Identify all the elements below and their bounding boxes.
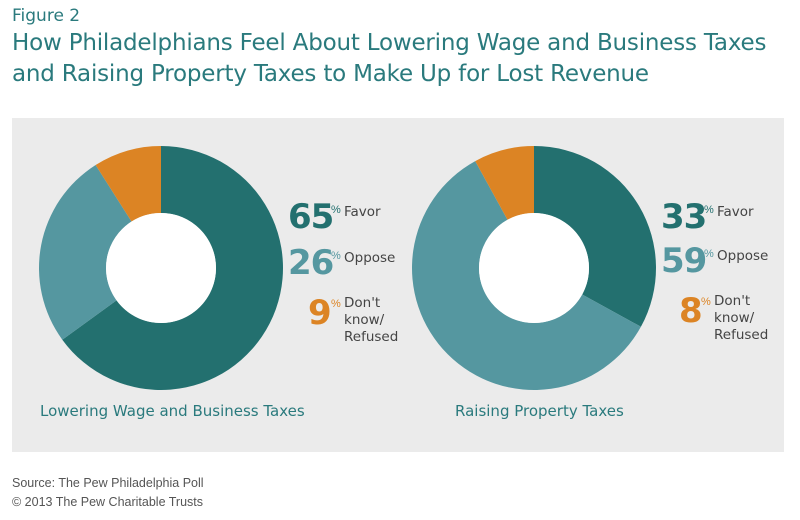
donut-charts (38, 146, 656, 390)
chart-2-dontknow-label-line2: know/ (714, 310, 755, 326)
chart-2-caption: Raising Property Taxes (455, 402, 624, 420)
chart-1-dontknow-value: 9 (308, 293, 332, 333)
chart-title: How Philadelphians Feel About Lowering W… (12, 30, 767, 87)
figure-label: Figure 2 (12, 6, 81, 26)
chart-2-oppose-label: Oppose (717, 248, 769, 264)
chart-1-favor-value: 65 (288, 197, 334, 237)
chart-1-donut-hole (106, 213, 216, 323)
chart-2-slice-oppose (411, 161, 641, 390)
chart-2-dontknow-label-line1: Don't (714, 293, 751, 309)
chart-2-favor-value: 33 (661, 197, 707, 237)
chart-1-dontknow-unit: % (331, 298, 341, 310)
chart-2-dontknow-label-line3: Refused (714, 327, 769, 343)
chart-1-slice-favor (62, 146, 283, 390)
chart-2-oppose-value: 59 (661, 241, 707, 281)
chart-2-dontknow-value: 8 (679, 291, 703, 331)
chart-2-donut-hole (479, 213, 589, 323)
chart-2-oppose-unit: % (704, 248, 714, 260)
chart-1-favor-unit: % (331, 204, 341, 216)
copyright-text: © 2013 The Pew Charitable Trusts (12, 495, 204, 509)
chart-2-favor-unit: % (704, 204, 714, 216)
chart-1-oppose-label: Oppose (344, 250, 396, 266)
chart-1-slice-dontknow (95, 146, 161, 222)
chart-2-slice-dontknow (475, 146, 534, 220)
chart-1-favor-label: Favor (344, 204, 381, 220)
chart-1-dontknow-label-line2: know/ (344, 312, 385, 328)
chart-1-slice-oppose (38, 164, 132, 340)
chart-2-slice-favor (534, 146, 656, 327)
chart-2-favor-label: Favor (717, 204, 754, 220)
chart-1-caption: Lowering Wage and Business Taxes (40, 402, 305, 420)
chart-panel: Lowering Wage and Business Taxes Raising… (12, 118, 784, 452)
chart-1-oppose-value: 26 (288, 243, 334, 283)
chart-1-dontknow-label-line3: Refused (344, 329, 399, 345)
chart-1-dontknow-label-line1: Don't (344, 295, 381, 311)
chart-2-dontknow-unit: % (701, 296, 711, 308)
chart-1-oppose-unit: % (331, 250, 341, 262)
source-note: Source: The Pew Philadelphia Poll © 2013… (12, 474, 204, 512)
source-text: Source: The Pew Philadelphia Poll (12, 476, 204, 490)
